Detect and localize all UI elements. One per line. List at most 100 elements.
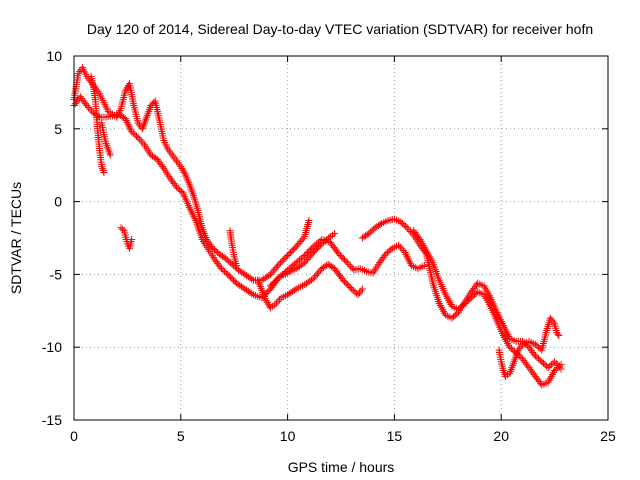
data-point-marker bbox=[554, 330, 562, 338]
data-point-marker bbox=[291, 244, 299, 252]
data-point-marker bbox=[225, 257, 233, 265]
data-point-marker bbox=[336, 251, 344, 259]
data-point-marker bbox=[383, 249, 391, 257]
data-point-marker bbox=[547, 361, 555, 369]
data-point-marker bbox=[158, 162, 166, 170]
data-point-marker bbox=[546, 362, 554, 370]
data-point-marker bbox=[405, 226, 413, 234]
data-point-marker bbox=[469, 292, 477, 300]
data-point-marker bbox=[309, 243, 317, 251]
data-point-marker bbox=[453, 310, 461, 318]
data-point-marker bbox=[456, 304, 464, 312]
data-point-marker bbox=[290, 260, 298, 268]
data-point-marker bbox=[289, 262, 297, 270]
data-point-marker bbox=[210, 246, 218, 254]
data-point-marker bbox=[347, 262, 355, 270]
data-point-marker bbox=[308, 244, 316, 252]
data-point-marker bbox=[228, 260, 236, 268]
data-point-marker bbox=[272, 264, 280, 272]
data-point-marker bbox=[397, 218, 405, 226]
data-point-marker bbox=[226, 259, 234, 267]
data-point-marker bbox=[272, 276, 280, 284]
data-point-marker bbox=[296, 238, 304, 246]
data-point-marker bbox=[316, 237, 324, 245]
data-point-marker bbox=[311, 273, 319, 281]
data-point-marker bbox=[551, 366, 559, 374]
data-point-marker bbox=[248, 275, 256, 283]
data-point-marker bbox=[298, 236, 306, 244]
data-point-marker bbox=[269, 279, 277, 287]
chart-title: Day 120 of 2014, Sidereal Day-to-day VTE… bbox=[87, 21, 593, 37]
data-point-marker bbox=[313, 240, 321, 248]
data-point-marker bbox=[376, 221, 384, 229]
data-point-marker bbox=[212, 247, 220, 255]
data-point-marker bbox=[296, 256, 304, 264]
data-point-marker bbox=[342, 279, 350, 287]
data-point-marker bbox=[358, 285, 366, 293]
data-point-marker bbox=[299, 253, 307, 261]
data-point-marker bbox=[94, 112, 102, 120]
data-point-marker bbox=[341, 256, 349, 264]
data-point-marker bbox=[459, 301, 467, 309]
data-point-marker bbox=[343, 259, 351, 267]
data-point-marker bbox=[454, 305, 462, 313]
data-point-marker bbox=[381, 252, 389, 260]
data-point-marker bbox=[284, 251, 292, 259]
data-point-marker bbox=[277, 272, 285, 280]
data-point-marker bbox=[148, 100, 156, 108]
data-point-marker bbox=[86, 105, 94, 113]
data-point-marker bbox=[177, 163, 185, 171]
data-point-marker bbox=[555, 362, 563, 370]
data-point-marker bbox=[366, 228, 374, 236]
data-point-marker bbox=[121, 87, 129, 95]
data-point-marker bbox=[331, 230, 339, 238]
y-axis-label: SDTVAR / TECUs bbox=[8, 182, 24, 294]
data-point-marker bbox=[448, 314, 456, 322]
x-tick-label: 0 bbox=[70, 428, 78, 444]
data-point-marker bbox=[274, 275, 282, 283]
data-point-marker bbox=[406, 227, 414, 235]
data-point-marker bbox=[464, 297, 472, 305]
data-point-marker bbox=[554, 364, 562, 372]
data-point-marker bbox=[533, 342, 541, 350]
data-point-marker bbox=[292, 243, 300, 251]
data-point-marker bbox=[506, 343, 514, 351]
data-point-marker bbox=[311, 241, 319, 249]
data-point-marker bbox=[535, 355, 543, 363]
data-point-marker bbox=[387, 246, 395, 254]
data-point-marker bbox=[268, 269, 276, 277]
data-point-marker bbox=[208, 242, 216, 250]
data-point-marker bbox=[351, 288, 359, 296]
data-point-marker bbox=[398, 245, 406, 253]
x-tick-label: 10 bbox=[280, 428, 296, 444]
data-point-marker bbox=[461, 300, 469, 308]
data-point-marker bbox=[544, 364, 552, 372]
data-point-marker bbox=[84, 103, 92, 111]
data-point-marker bbox=[531, 340, 539, 348]
data-point-marker bbox=[289, 246, 297, 254]
data-point-marker bbox=[224, 270, 232, 278]
data-point-marker bbox=[555, 332, 563, 340]
data-point-marker bbox=[280, 269, 288, 277]
data-point-marker bbox=[271, 265, 279, 273]
data-point-marker bbox=[308, 276, 316, 284]
data-point-marker bbox=[349, 286, 357, 294]
data-point-marker bbox=[267, 270, 275, 278]
data-point-marker bbox=[301, 259, 309, 267]
data-point-marker bbox=[229, 276, 237, 284]
data-point-marker bbox=[222, 269, 230, 277]
data-point-marker bbox=[541, 361, 549, 369]
data-point-marker bbox=[177, 187, 185, 195]
data-point-marker bbox=[304, 255, 312, 263]
data-point-marker bbox=[345, 282, 353, 290]
data-point-marker bbox=[271, 278, 279, 286]
data-point-marker bbox=[227, 273, 235, 281]
grid-layer bbox=[74, 56, 608, 420]
data-point-marker bbox=[339, 276, 347, 284]
x-tick-label: 15 bbox=[387, 428, 403, 444]
data-point-marker bbox=[530, 350, 538, 358]
data-point-marker bbox=[301, 251, 309, 259]
data-point-marker bbox=[274, 297, 282, 305]
data-point-marker bbox=[228, 275, 236, 283]
data-point-marker bbox=[348, 264, 356, 272]
